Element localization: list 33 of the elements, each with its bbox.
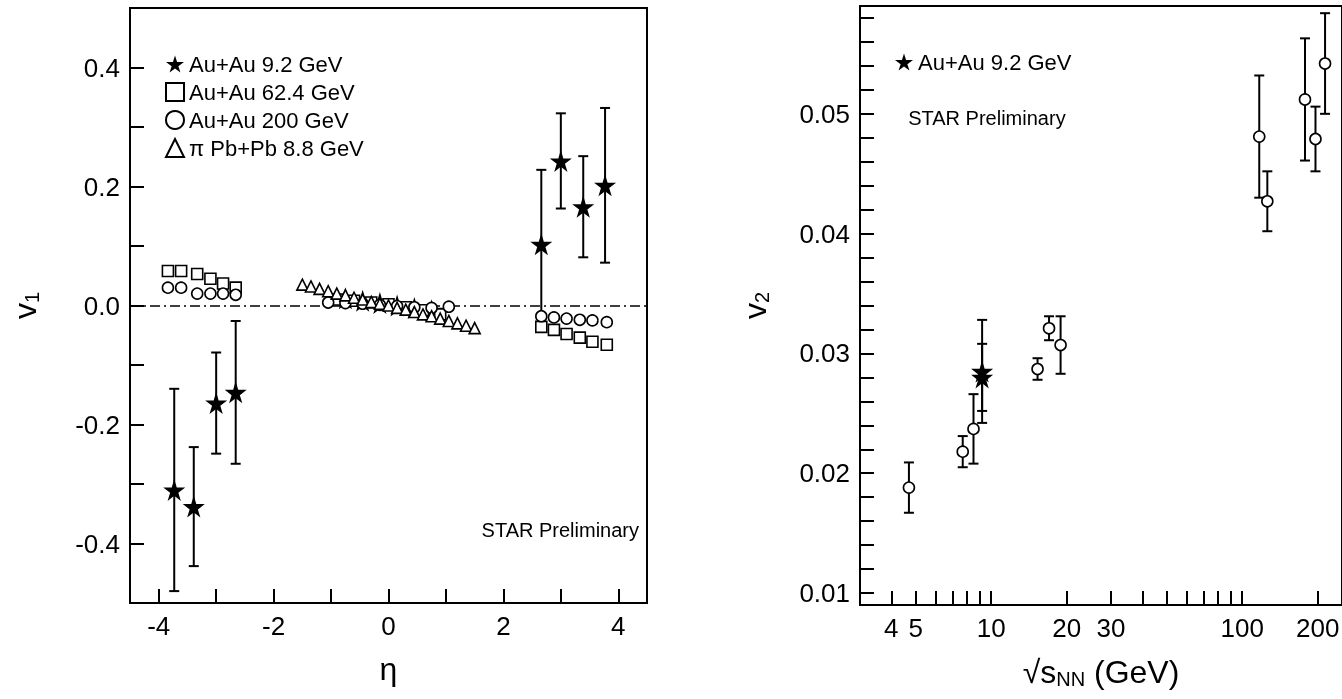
y-tick-label: -0.4	[75, 528, 120, 559]
legend-label: Au+Au 9.2 GeV	[189, 51, 343, 77]
y-tick-label: 0.05	[799, 98, 850, 129]
x-tick-label: 4	[611, 611, 626, 641]
x-tick-label: 200	[1295, 613, 1340, 643]
y-tick-label: 0.02	[799, 458, 850, 489]
y-tick-label: -0.2	[75, 409, 120, 440]
annotation: STAR Preliminary	[481, 518, 639, 541]
y-axis-title: v2	[737, 291, 773, 320]
legend-label: Au+Au 200 GeV	[189, 107, 349, 133]
x-tick-label: 4	[884, 613, 899, 643]
x-axis-title: √sNN (GeV)	[1022, 654, 1180, 690]
x-tick-label: 100	[1220, 613, 1264, 643]
y-tick-label: 0.0	[83, 290, 120, 321]
x-tick-label: -4	[147, 611, 171, 641]
y-tick-label: 0.03	[799, 338, 850, 369]
legend-label: Au+Au 62.4 GeV	[189, 79, 356, 105]
x-tick-label: 20	[1052, 613, 1082, 643]
legend-label: Au+Au 9.2 GeV	[918, 49, 1072, 75]
x-tick-label: 0	[381, 611, 396, 641]
y-tick-label: 0.4	[83, 52, 120, 83]
y-tick-label: 0.01	[799, 578, 850, 609]
x-axis-title: η	[379, 651, 398, 687]
y-tick-label: 0.2	[83, 171, 120, 202]
x-tick-label: -2	[262, 611, 286, 641]
x-tick-label: 10	[976, 613, 1006, 643]
legend-label: π Pb+Pb 8.8 GeV	[189, 135, 365, 161]
x-tick-label: 5	[908, 613, 923, 643]
y-tick-label: 0.04	[799, 218, 850, 249]
y-axis-title: v1	[7, 291, 43, 320]
x-tick-label: 30	[1096, 613, 1126, 643]
x-tick-label: 2	[496, 611, 511, 641]
annotation: STAR Preliminary	[908, 106, 1066, 129]
